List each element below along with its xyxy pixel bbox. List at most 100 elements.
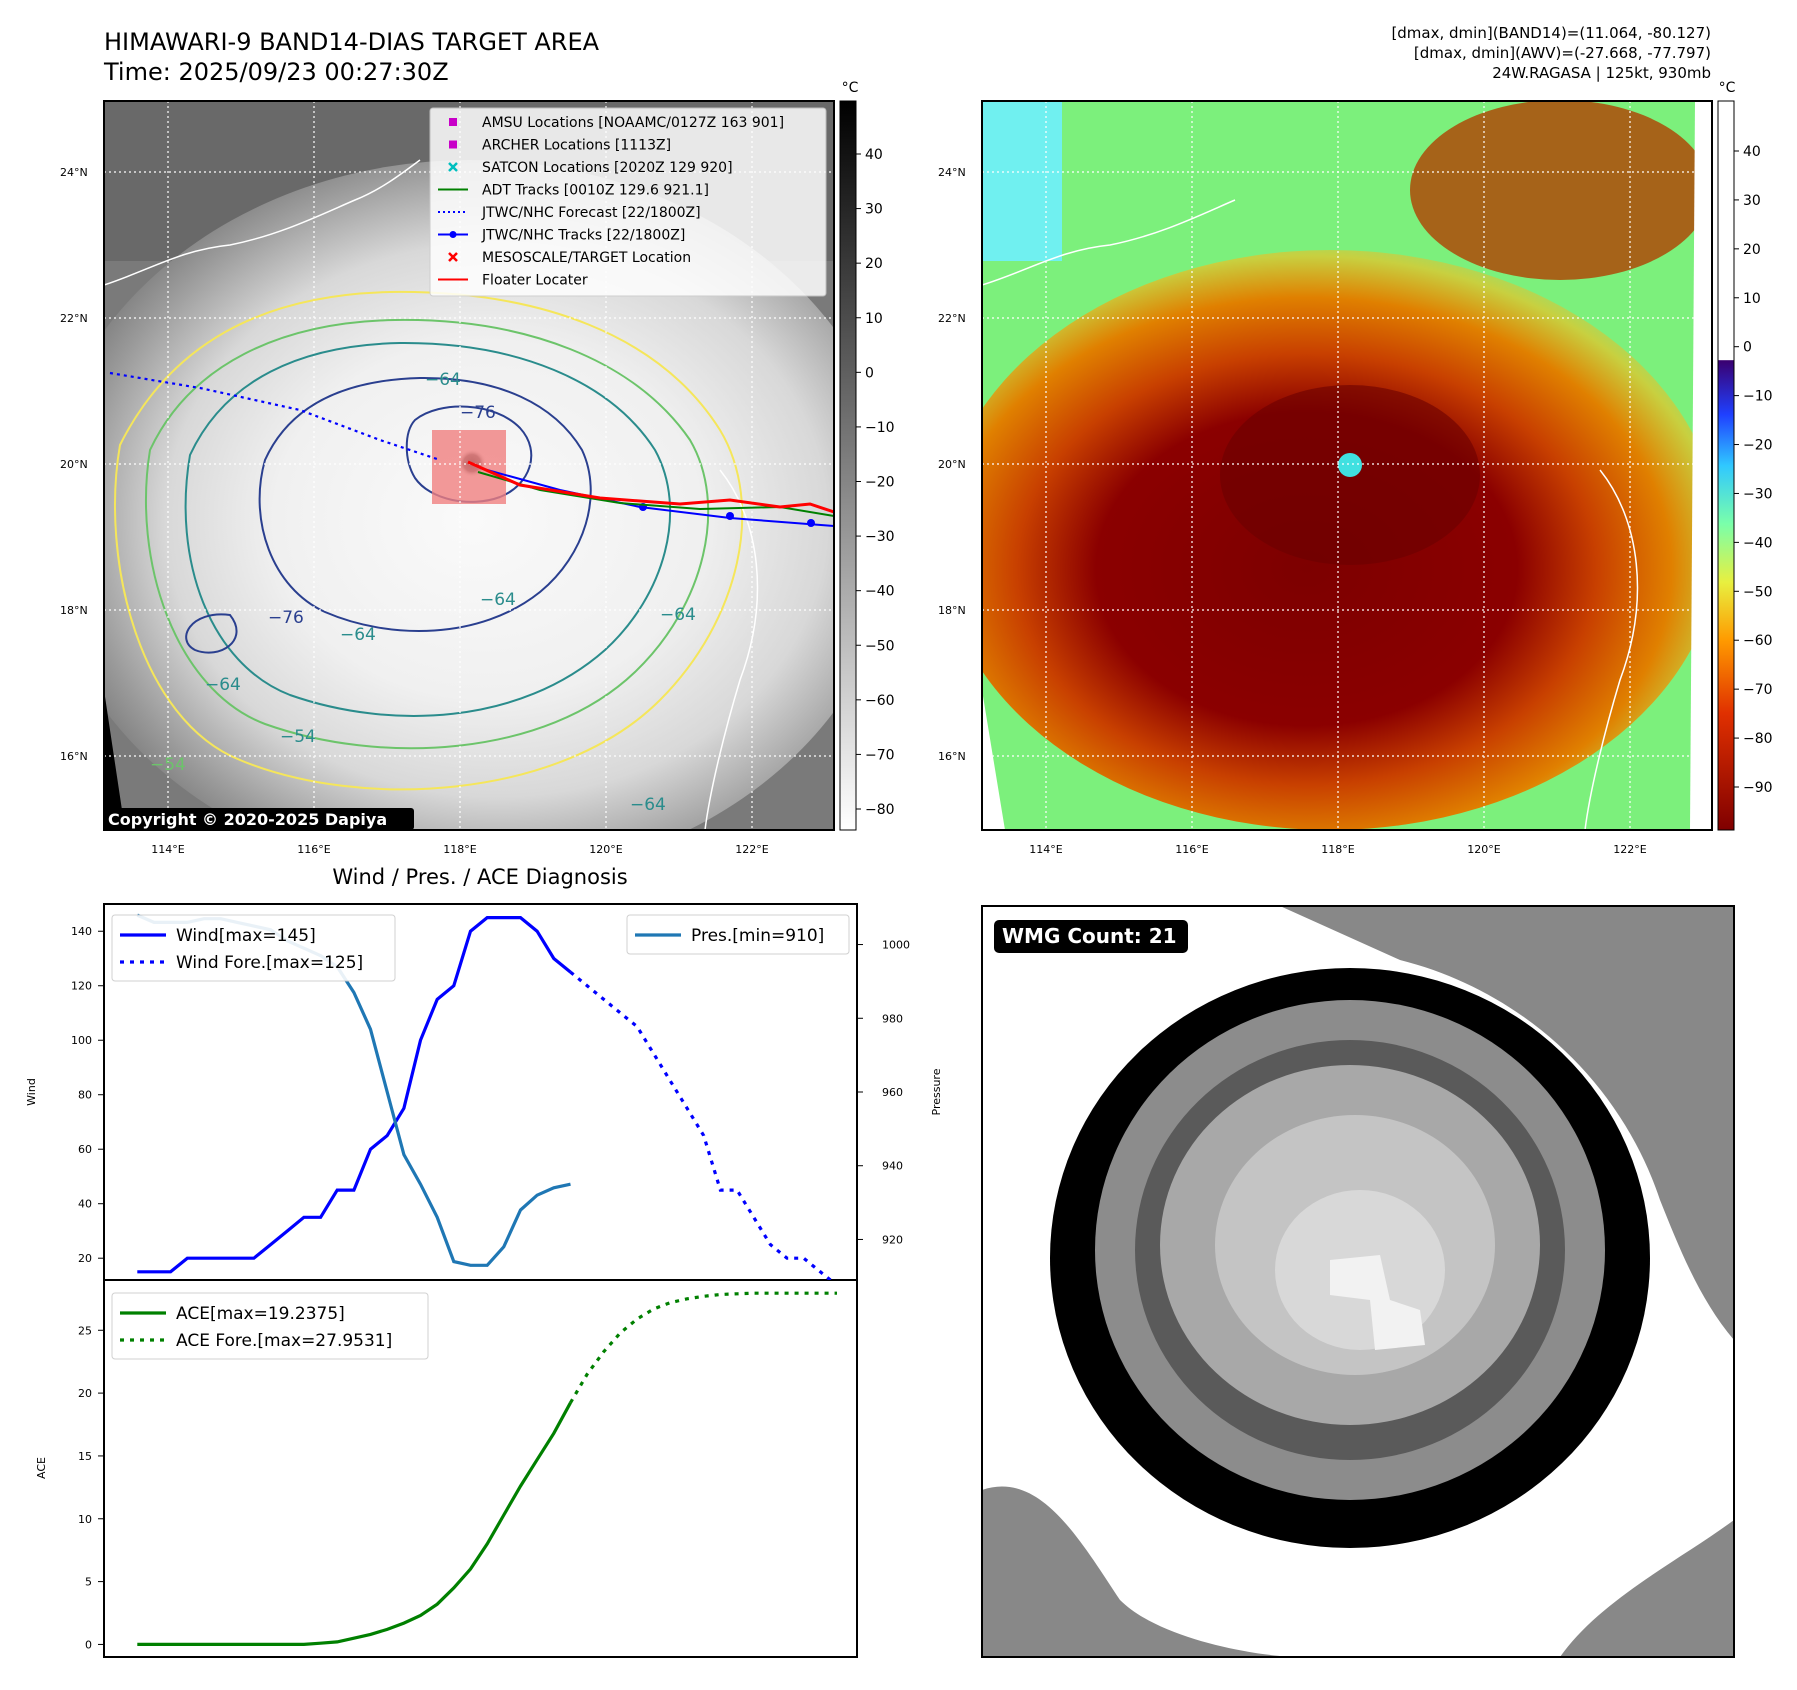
lon-label: 118°E bbox=[1321, 843, 1354, 856]
y-tick-label: 15 bbox=[78, 1450, 92, 1463]
contour-label: −76 bbox=[460, 403, 496, 423]
diagnosis-panel: Wind / Pres. / ACE Diagnosis 20406080100… bbox=[25, 865, 943, 1658]
contour-label: −54 bbox=[150, 755, 186, 775]
colorbar-tick-label: −10 bbox=[1743, 389, 1773, 405]
chart-legend-box bbox=[626, 914, 850, 955]
colorbar-tick-label: −50 bbox=[1743, 584, 1773, 600]
lat-label: 24°N bbox=[60, 166, 88, 179]
legend-marker bbox=[449, 118, 457, 126]
y-tick-label: 0 bbox=[85, 1638, 92, 1651]
y-tick-label-right: 1000 bbox=[882, 939, 910, 952]
colorbar-tick-label: 20 bbox=[865, 256, 883, 272]
y-tick-label: 25 bbox=[78, 1324, 92, 1337]
wmg-frame bbox=[981, 905, 1735, 1658]
lon-label: 116°E bbox=[297, 843, 330, 856]
legend-marker bbox=[449, 231, 457, 238]
legend-label: AMSU Locations [NOAAMC/0127Z 163 901] bbox=[482, 115, 784, 131]
contour-green bbox=[144, 318, 710, 750]
legend-label: JTWC/NHC Tracks [22/1800Z] bbox=[481, 228, 685, 244]
contour-label: −54 bbox=[280, 727, 316, 747]
chart-legend-label: Wind Fore.[max=125] bbox=[176, 953, 363, 973]
contour-navy bbox=[258, 376, 592, 632]
figure-time: Time: 2025/09/23 00:27:30Z bbox=[103, 58, 449, 86]
wmg-badge-box bbox=[994, 920, 1188, 953]
colorbar-tick-label: 10 bbox=[865, 311, 883, 327]
lon-label: 122°E bbox=[735, 843, 768, 856]
wmg-panel: WMG Count: 21 bbox=[981, 905, 1735, 1658]
colorbar-tick-label: 40 bbox=[1743, 144, 1761, 160]
legend-label: MESOSCALE/TARGET Location bbox=[482, 250, 691, 266]
lat-label: 20°N bbox=[938, 458, 966, 471]
ir-frame bbox=[103, 100, 835, 831]
colorbar-tick-label: 0 bbox=[1743, 340, 1752, 356]
chart-legend-label: ACE Fore.[max=27.9531] bbox=[176, 1331, 392, 1351]
colorbar-tick-label: 30 bbox=[1743, 193, 1761, 209]
chart-legend-label: ACE[max=19.2375] bbox=[176, 1304, 345, 1324]
lat-label: 22°N bbox=[60, 312, 88, 325]
lat-label: 24°N bbox=[938, 166, 966, 179]
legend-label: JTWC/NHC Forecast [22/1800Z] bbox=[481, 205, 701, 221]
contour-label: −64 bbox=[480, 590, 516, 610]
contour-label: −64 bbox=[630, 795, 666, 815]
awv-panel: 24°N 22°N 20°N 18°N 16°N 114°E 116°E 118… bbox=[938, 80, 1773, 856]
ir-panel: −76 −64 −76 −64 −64 −64 −54 −64 −64 −54 … bbox=[60, 80, 895, 856]
colorbar-tick-label: −30 bbox=[1743, 486, 1773, 502]
ir-legend-box bbox=[429, 107, 827, 297]
lon-label: 120°E bbox=[1467, 843, 1500, 856]
wmg-gray-lowright bbox=[1560, 1520, 1734, 1657]
colorbar-tick-label: −10 bbox=[865, 420, 895, 436]
band14-range-text: [dmax, dmin](BAND14)=(11.064, -80.127) bbox=[1391, 24, 1711, 42]
wind-series-line bbox=[137, 915, 572, 1274]
wmg-eye-region bbox=[1330, 1255, 1425, 1350]
colorbar-tick-label: 10 bbox=[1743, 291, 1761, 307]
awv-axis-labels: 24°N 22°N 20°N 18°N 16°N 114°E 116°E 118… bbox=[938, 166, 1647, 856]
colorbar-tick-label: −20 bbox=[1743, 438, 1773, 454]
contour-label-group: −76 −64 −76 −64 −64 −64 −54 −64 −64 −54 bbox=[150, 370, 696, 815]
awv-nodata-left bbox=[982, 101, 1005, 830]
legend-label: ARCHER Locations [1113Z] bbox=[482, 138, 671, 154]
target-box bbox=[432, 430, 506, 504]
awv-moist-patch bbox=[982, 101, 1062, 261]
legend-label: Floater Locater bbox=[482, 273, 588, 289]
ir-colorbar-ticks: 40 30 20 10 0 −10 −20 −30 −40 −50 −60 −70 −80 bbox=[856, 147, 895, 818]
y-tick-label: 40 bbox=[78, 1198, 92, 1211]
lon-label: 114°E bbox=[1029, 843, 1062, 856]
colorbar-tick-label: −20 bbox=[865, 475, 895, 491]
contour-label: −64 bbox=[340, 625, 376, 645]
legend-marker bbox=[448, 252, 458, 262]
contour-label: −64 bbox=[425, 370, 461, 390]
wmg-gray-region bbox=[1280, 906, 1734, 1340]
y-tick-label: 20 bbox=[78, 1387, 92, 1400]
y-tick-label: 100 bbox=[71, 1034, 92, 1047]
ace-series-line bbox=[137, 1401, 572, 1647]
lon-label: 122°E bbox=[1613, 843, 1646, 856]
awv-colorbar bbox=[1717, 100, 1735, 831]
colorbar-tick-label: −50 bbox=[865, 638, 895, 654]
pressure-axis-label: Pressure bbox=[930, 1068, 943, 1115]
lon-label: 114°E bbox=[151, 843, 184, 856]
legend-label: ADT Tracks [0010Z 129.6 921.1] bbox=[482, 183, 709, 199]
copyright-text: Copyright © 2020-2025 Dapiya bbox=[108, 810, 387, 829]
legend-marker bbox=[449, 140, 457, 149]
storm-info-text: 24W.RAGASA | 125kt, 930mb bbox=[1492, 64, 1711, 82]
chart-legend-box bbox=[111, 1292, 429, 1360]
y-tick-label: 20 bbox=[78, 1252, 92, 1265]
ir-nodata-corner bbox=[104, 690, 125, 830]
contour-label: −76 bbox=[268, 608, 304, 628]
colorbar-tick-label: −60 bbox=[865, 693, 895, 709]
lat-label: 20°N bbox=[60, 458, 88, 471]
colorbar-tick-label: 20 bbox=[1743, 242, 1761, 258]
y-tick-label-right: 960 bbox=[882, 1086, 903, 1099]
y-tick-label: 120 bbox=[71, 980, 92, 993]
colorbar-tick-label: −40 bbox=[1743, 535, 1773, 551]
awv-colorbar-ticks: 40 30 20 10 0 −10 −20 −30 −40 −50 −60 −70 −80 −90 bbox=[1734, 144, 1773, 796]
contour-label: −64 bbox=[660, 605, 696, 625]
y-tick-label: 5 bbox=[85, 1576, 92, 1589]
contour-label: −64 bbox=[205, 675, 241, 695]
contour-blob bbox=[185, 613, 238, 654]
contour-teal bbox=[184, 341, 672, 717]
lon-label: 116°E bbox=[1175, 843, 1208, 856]
awv-gridlines bbox=[982, 101, 1712, 830]
y-tick-label: 80 bbox=[78, 1089, 92, 1102]
